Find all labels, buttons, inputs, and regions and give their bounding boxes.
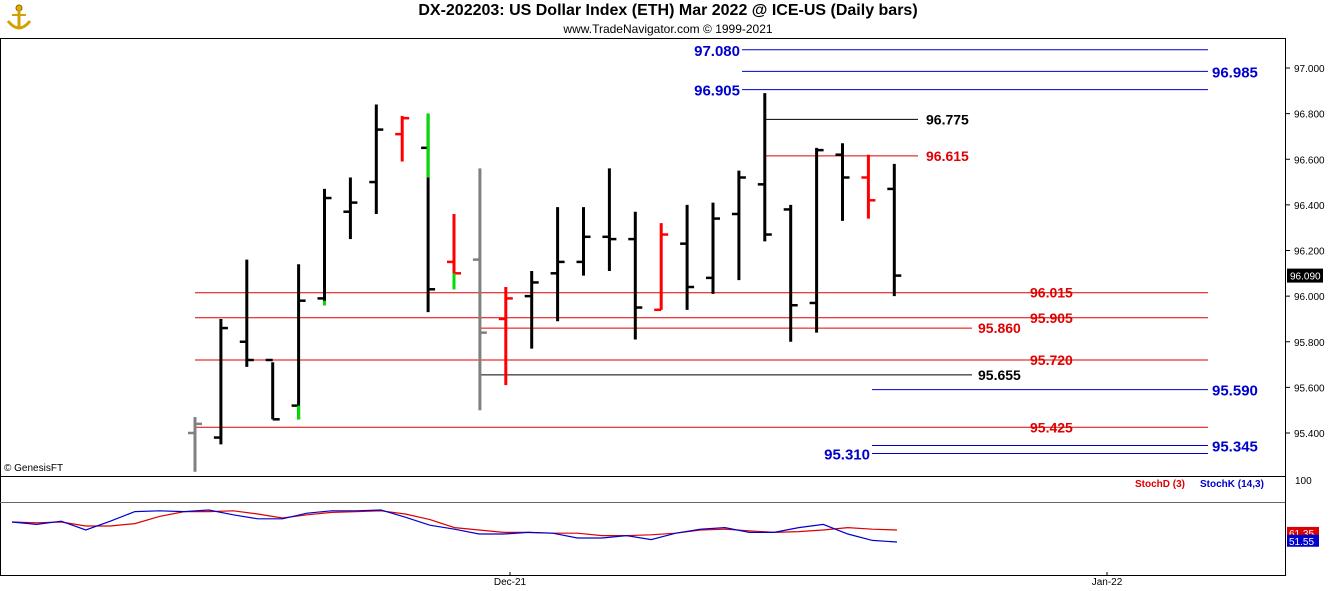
price-tick-label: 96.800 <box>1294 110 1325 121</box>
price-bars <box>188 93 902 472</box>
price-tick-label: 96.200 <box>1294 247 1325 258</box>
level-label: 95.655 <box>978 367 1021 383</box>
level-label: 95.720 <box>1030 352 1073 368</box>
price-tick-label: 95.400 <box>1294 429 1325 440</box>
stoch-series-line <box>11 509 898 543</box>
time-axis: Dec-21 Jan-22 <box>494 572 1123 588</box>
level-label: 95.425 <box>1030 419 1073 435</box>
stoch-k-value-box <box>1287 534 1319 547</box>
price-tick-label: 96.400 <box>1294 201 1325 212</box>
level-label: 96.905 <box>694 83 740 100</box>
level-label: 95.860 <box>978 320 1021 336</box>
price-tick-label: 97.000 <box>1294 64 1325 75</box>
stoch-axis-100: 100 <box>1295 476 1312 487</box>
stoch-d-label: StochD (3) <box>1135 479 1185 490</box>
stoch-d-value: 61.35 <box>1289 529 1314 540</box>
level-label: 95.345 <box>1212 439 1258 456</box>
time-tick-label: Dec-21 <box>494 577 527 588</box>
last-price-label: 96.090 <box>1290 272 1321 283</box>
level-label: 96.775 <box>926 111 969 127</box>
watermark: © GenesisFT <box>4 463 63 474</box>
level-lines: 97.080 96.985 96.905 96.775 96.615 96.015 95.9… <box>195 43 1258 464</box>
price-tick-label: 95.800 <box>1294 338 1325 349</box>
anchor-logo-icon <box>6 4 32 30</box>
level-label: 95.590 <box>1212 383 1258 400</box>
stoch-k-label: StochK (14,3) <box>1200 479 1264 490</box>
level-label: 96.615 <box>926 148 969 164</box>
level-label: 96.015 <box>1030 285 1073 301</box>
price-tick-label: 96.000 <box>1294 292 1325 303</box>
stoch-k-value: 51.55 <box>1289 537 1314 548</box>
price-pane-frame <box>0 38 1286 477</box>
price-axis: 97.000 96.800 96.600 96.400 96.200 96.000 95.8… <box>1285 64 1325 440</box>
price-tick-label: 96.600 <box>1294 155 1325 166</box>
time-tick-label: Jan-22 <box>1092 577 1123 588</box>
chart-title: DX-202203: US Dollar Index (ETH) Mar 202… <box>418 2 918 19</box>
level-label: 97.080 <box>694 43 740 60</box>
level-label: 95.905 <box>1030 310 1073 326</box>
last-price-box <box>1287 268 1323 283</box>
stoch-series-line <box>11 510 898 537</box>
level-label: 95.310 <box>824 447 870 464</box>
price-tick-label: 95.600 <box>1294 383 1325 394</box>
chart-subtitle: www.TradeNavigator.com © 1999-2021 <box>563 22 773 36</box>
level-label: 96.985 <box>1212 64 1258 81</box>
stoch-pane-frame <box>0 476 1286 576</box>
